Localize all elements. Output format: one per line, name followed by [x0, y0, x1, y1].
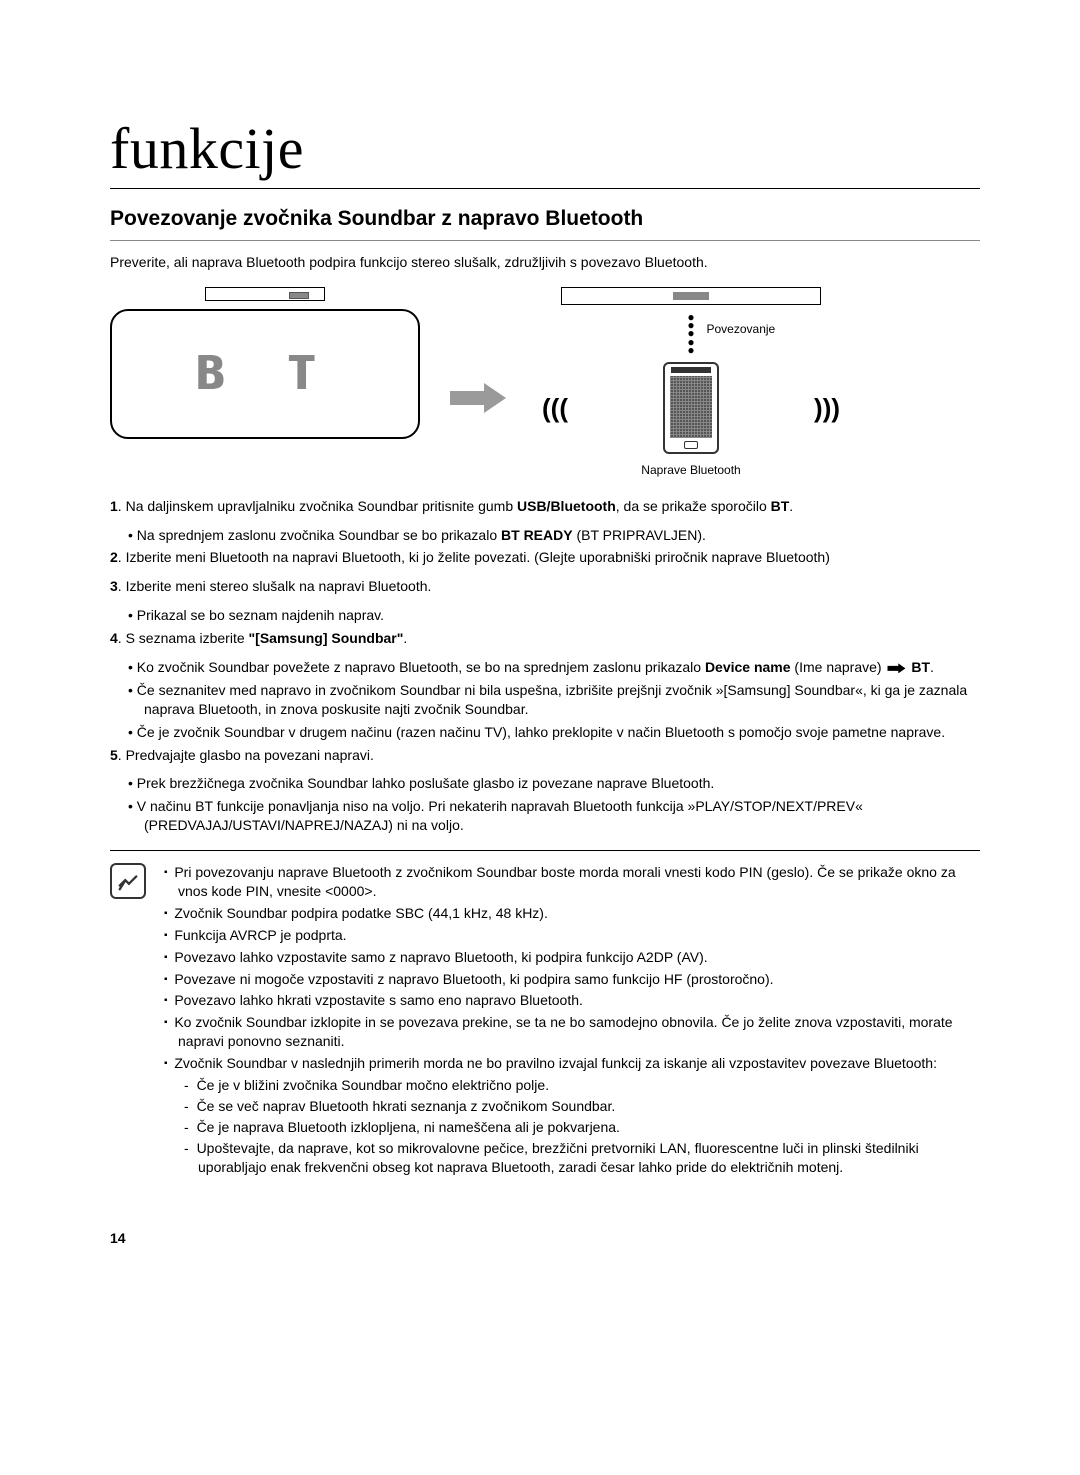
arrow-icon — [450, 383, 506, 413]
step-4: 4. S seznama izberite "[Samsung] Soundba… — [110, 629, 980, 648]
step-1-sub: Na sprednjem zaslonu zvočnika Soundbar s… — [128, 526, 980, 545]
note-item: Zvočnik Soundbar v naslednjih primerih m… — [164, 1054, 980, 1073]
step-text: (Ime naprave) — [791, 659, 886, 675]
connecting-dots: ●●●●● Povezovanje — [536, 313, 846, 355]
step-4c: Če je zvočnik Soundbar v drugem načinu (… — [128, 723, 980, 742]
note-item: Zvočnik Soundbar podpira podatke SBC (44… — [164, 904, 980, 923]
step-bold: BT READY — [501, 527, 573, 543]
step-2: 2. Izberite meni Bluetooth na napravi Bl… — [110, 548, 980, 567]
note-item: Povezave ni mogoče vzpostaviti z napravo… — [164, 970, 980, 989]
step-text: Ko zvočnik Soundbar povežete z napravo B… — [137, 659, 705, 675]
intro-text: Preverite, ali naprava Bluetooth podpira… — [110, 253, 980, 272]
step-text: Če seznanitev med napravo in zvočnikom S… — [137, 682, 967, 717]
step-bold: USB/Bluetooth — [517, 498, 616, 514]
soundbar-top-icon — [205, 287, 325, 301]
note-dash-item: Če se več naprav Bluetooth hkrati seznan… — [164, 1097, 980, 1116]
step-bold: BT — [911, 659, 930, 675]
step-4a: Ko zvočnik Soundbar povežete z napravo B… — [128, 658, 980, 677]
step-3-sub: Prikazal se bo seznam najdenih naprav. — [128, 606, 980, 625]
connecting-label: Povezovanje — [707, 325, 776, 333]
arrow-inline-icon — [887, 663, 905, 673]
soundbar-graphic: B T — [110, 287, 420, 439]
notes-list: Pri povezovanju naprave Bluetooth z zvoč… — [164, 863, 980, 1178]
step-text: Na sprednjem zaslonu zvočnika Soundbar s… — [137, 527, 501, 543]
diagram: B T ●●●●● Povezovanje ((( ((( Naprave Bl… — [110, 287, 980, 479]
step-5a: Prek brezžičnega zvočnika Soundbar lahko… — [128, 774, 980, 793]
bt-display-text: B T — [196, 342, 333, 404]
note-dash-item: Če je naprava Bluetooth izklopljena, ni … — [164, 1118, 980, 1137]
step-text: V načinu BT funkcije ponavljanja niso na… — [137, 798, 863, 833]
step-bold: Device name — [705, 659, 791, 675]
note-item: Pri povezovanju naprave Bluetooth z zvoč… — [164, 863, 980, 901]
step-5: 5. Predvajajte glasbo na povezani naprav… — [110, 746, 980, 765]
step-4b: Če seznanitev med napravo in zvočnikom S… — [128, 681, 980, 719]
wave-left-icon: ((( — [536, 391, 574, 426]
step-text: Izberite meni Bluetooth na napravi Bluet… — [126, 549, 830, 565]
soundbar-top-small-icon — [561, 287, 821, 305]
phone-icon — [663, 362, 719, 454]
soundbar-display: B T — [110, 309, 420, 439]
step-text: Prek brezžičnega zvočnika Soundbar lahko… — [137, 775, 714, 791]
step-1: 1. Na daljinskem upravljalniku zvočnika … — [110, 497, 980, 516]
notes-box: Pri povezovanju naprave Bluetooth z zvoč… — [110, 850, 980, 1178]
step-3: 3. Izberite meni stereo slušalk na napra… — [110, 577, 980, 596]
page-title: funkcije — [110, 110, 980, 189]
step-text: Če je zvočnik Soundbar v drugem načinu (… — [137, 724, 945, 740]
section-subtitle: Povezovanje zvočnika Soundbar z napravo … — [110, 199, 980, 240]
step-text: Na daljinskem upravljalniku zvočnika Sou… — [126, 498, 517, 514]
note-item: Povezavo lahko vzpostavite samo z naprav… — [164, 948, 980, 967]
step-text: , da se prikaže sporočilo — [616, 498, 771, 514]
note-item: Ko zvočnik Soundbar izklopite in se pove… — [164, 1013, 980, 1051]
note-item: Povezavo lahko hkrati vzpostavite s samo… — [164, 991, 980, 1010]
step-bold: "[Samsung] Soundbar" — [249, 630, 404, 646]
step-5b: V načinu BT funkcije ponavljanja niso na… — [128, 797, 980, 835]
note-icon — [110, 863, 146, 899]
phone-graphic: ●●●●● Povezovanje ((( ((( Naprave Blueto… — [536, 287, 846, 479]
step-text: (BT PRIPRAVLJEN). — [573, 527, 706, 543]
step-text: S seznama izberite — [126, 630, 249, 646]
note-item: Funkcija AVRCP je podprta. — [164, 926, 980, 945]
step-text: Prikazal se bo seznam najdenih naprav. — [137, 607, 384, 623]
note-dash-item: Upoštevajte, da naprave, kot so mikroval… — [164, 1139, 980, 1177]
device-caption: Naprave Bluetooth — [536, 462, 846, 478]
wave-right-icon: ((( — [808, 391, 846, 426]
step-bold: BT — [771, 498, 790, 514]
page-number: 14 — [110, 1229, 980, 1248]
step-text: Izberite meni stereo slušalk na napravi … — [126, 578, 432, 594]
step-text: Predvajajte glasbo na povezani napravi. — [126, 747, 374, 763]
steps-list: 1. Na daljinskem upravljalniku zvočnika … — [110, 497, 980, 835]
note-dash-item: Če je v bližini zvočnika Soundbar močno … — [164, 1076, 980, 1095]
